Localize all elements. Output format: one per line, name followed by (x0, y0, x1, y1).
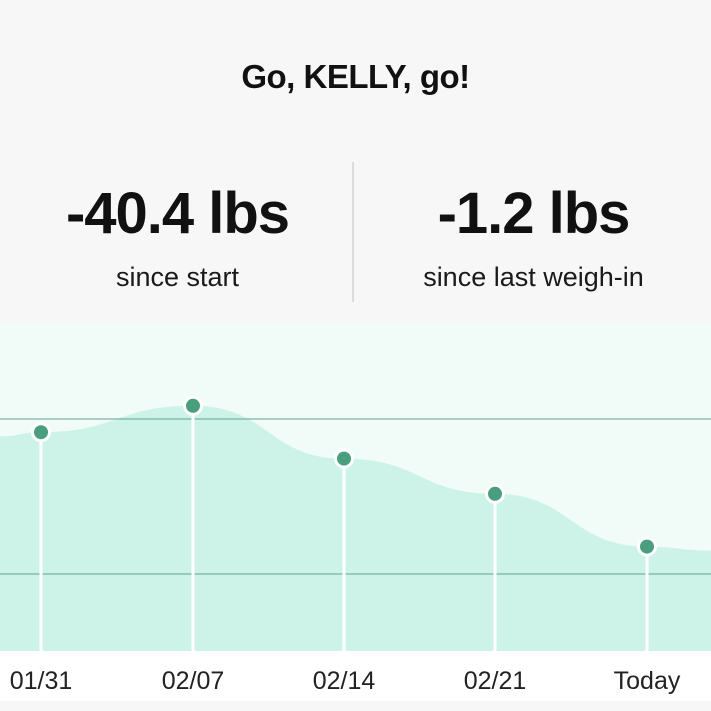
x-tick-label: 02/14 (313, 667, 376, 695)
data-point (34, 425, 48, 440)
stat-since-start: -40.4 lbs since start (0, 180, 355, 293)
x-tick-label: 02/07 (162, 667, 225, 695)
weight-chart: 01/31 02/07 02/14 02/21 Today (0, 323, 711, 701)
x-tick-label: 01/31 (10, 667, 73, 695)
data-point (488, 486, 502, 501)
data-point (186, 398, 200, 413)
since-last-value: -1.2 lbs (437, 181, 631, 246)
data-point (337, 451, 351, 466)
x-tick-label: Today (614, 667, 681, 695)
axis-label-band (0, 651, 711, 701)
since-start-value: -40.4 lbs (65, 181, 290, 246)
greeting-title: Go, KELLY, go! (241, 58, 470, 95)
since-start-caption: since start (115, 262, 240, 292)
data-point (640, 539, 654, 554)
stats-divider (352, 162, 354, 302)
stat-since-last: -1.2 lbs since last weigh-in (356, 180, 711, 293)
x-tick-label: 02/21 (464, 667, 527, 695)
weight-area (0, 405, 711, 651)
since-last-caption: since last weigh-in (423, 262, 644, 292)
